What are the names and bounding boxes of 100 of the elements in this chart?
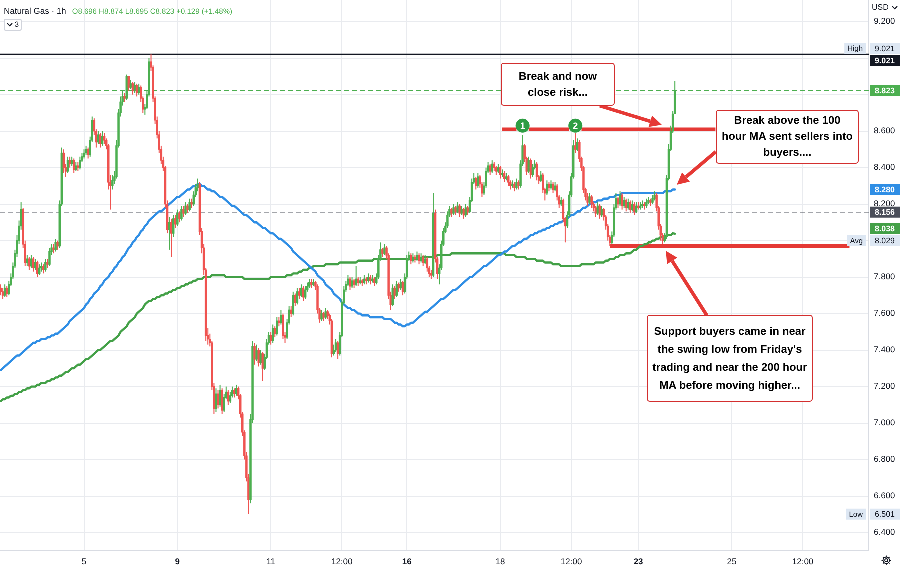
candlestick <box>54 238 57 252</box>
x-tick-label: 23 <box>634 556 644 566</box>
y-tick-label: 7.200 <box>874 381 896 392</box>
candlestick <box>310 278 313 289</box>
y-tick-label: 7.800 <box>874 272 896 282</box>
candlestick <box>215 388 218 413</box>
candlestick <box>477 172 480 188</box>
x-tick-label: 16 <box>402 556 412 566</box>
candlestick <box>79 156 82 170</box>
text: 8.038 <box>874 224 896 234</box>
x-tick-label: 12:00 <box>792 556 814 566</box>
candlestick <box>422 254 424 267</box>
candlestick <box>182 206 185 218</box>
candlestick <box>588 192 591 205</box>
candlestick <box>42 264 45 274</box>
candlestick <box>233 388 236 398</box>
y-tick-label: 6.400 <box>874 527 896 538</box>
y-tick-label: 7.000 <box>874 418 896 428</box>
candlestick <box>416 251 418 262</box>
candlestick <box>276 316 278 336</box>
text: Natural Gas · 1h <box>4 6 66 16</box>
candlestick <box>369 275 372 286</box>
text: 6.501 <box>874 510 896 520</box>
candlestick <box>491 160 494 174</box>
y-tick-label: 8.400 <box>874 162 896 172</box>
candlestick <box>52 244 55 254</box>
candlestick <box>70 156 74 167</box>
candlestick <box>40 262 43 272</box>
x-tick-label: 18 <box>496 556 506 566</box>
candlestick <box>324 308 328 320</box>
candlestick <box>112 174 114 190</box>
candlestick <box>489 164 492 176</box>
text: 9.021 <box>874 44 896 54</box>
candlestick <box>410 253 412 266</box>
candlestick <box>355 266 358 287</box>
candlestick <box>516 178 518 190</box>
x-tick-label: 12:00 <box>331 556 354 566</box>
candlestick <box>26 254 29 267</box>
candlestick <box>497 164 500 174</box>
candlestick <box>221 388 224 415</box>
candlestick <box>652 194 654 205</box>
candlestick <box>548 182 550 192</box>
candlestick <box>68 156 72 168</box>
candlestick <box>357 276 360 287</box>
candlestick <box>56 240 59 250</box>
candlestick <box>298 288 301 300</box>
y-tick-label: 9.200 <box>874 16 896 26</box>
candlestick <box>256 344 258 362</box>
candlestick <box>308 278 311 289</box>
candlestick <box>124 92 126 103</box>
candlestick <box>514 182 516 192</box>
candlestick <box>349 276 352 291</box>
candlestick <box>260 350 262 366</box>
candlestick <box>466 206 470 216</box>
text: 8.280 <box>874 185 896 194</box>
candlestick <box>32 256 35 272</box>
candlestick <box>627 198 630 210</box>
candlestick <box>528 156 530 174</box>
x-tick-label: 9 <box>175 556 180 566</box>
candlestick <box>351 276 354 289</box>
candlestick <box>574 132 577 154</box>
candlestick <box>546 180 548 196</box>
candlestick <box>402 280 404 296</box>
annotation: 2 <box>573 120 578 131</box>
candlestick <box>77 162 80 172</box>
candlestick <box>495 166 498 176</box>
candlestick <box>172 214 175 238</box>
x-tick-label: 11 <box>266 556 276 566</box>
candlestick <box>625 198 628 212</box>
candlestick <box>450 207 453 218</box>
candlestick <box>530 158 532 180</box>
ref-line-label: 8.823 <box>874 86 896 96</box>
candlestick <box>550 180 552 190</box>
candlestick <box>44 258 47 272</box>
candlestick <box>258 348 260 368</box>
x-tick-label: 5 <box>82 556 87 566</box>
y-tick-label: 8.200 <box>874 198 896 209</box>
candlestick <box>219 384 222 408</box>
y-tick-label: 6.600 <box>874 490 896 501</box>
candlestick <box>552 182 554 194</box>
candlestick <box>590 194 593 208</box>
candlestick <box>46 258 49 269</box>
candlestick <box>99 132 102 148</box>
candlestick <box>460 206 464 216</box>
candlestick <box>278 316 280 328</box>
y-tick-label: 6.800 <box>874 454 896 464</box>
annotation: Support buyers came in near the swing low from Friday's trading and near the 200 hour MA before moving higher... <box>652 324 808 394</box>
candlestick <box>138 83 140 96</box>
candlestick <box>178 211 181 224</box>
ref-line-label: 8.156 <box>874 208 896 218</box>
candlestick <box>66 156 70 174</box>
candlestick <box>621 192 624 210</box>
candlestick <box>594 206 598 218</box>
annotation: 1 <box>520 120 526 131</box>
candlestick <box>382 248 384 258</box>
candlestick <box>180 206 183 222</box>
candlestick <box>418 253 420 266</box>
candlestick <box>353 278 356 289</box>
candlestick <box>518 180 520 190</box>
candlestick <box>452 204 455 216</box>
